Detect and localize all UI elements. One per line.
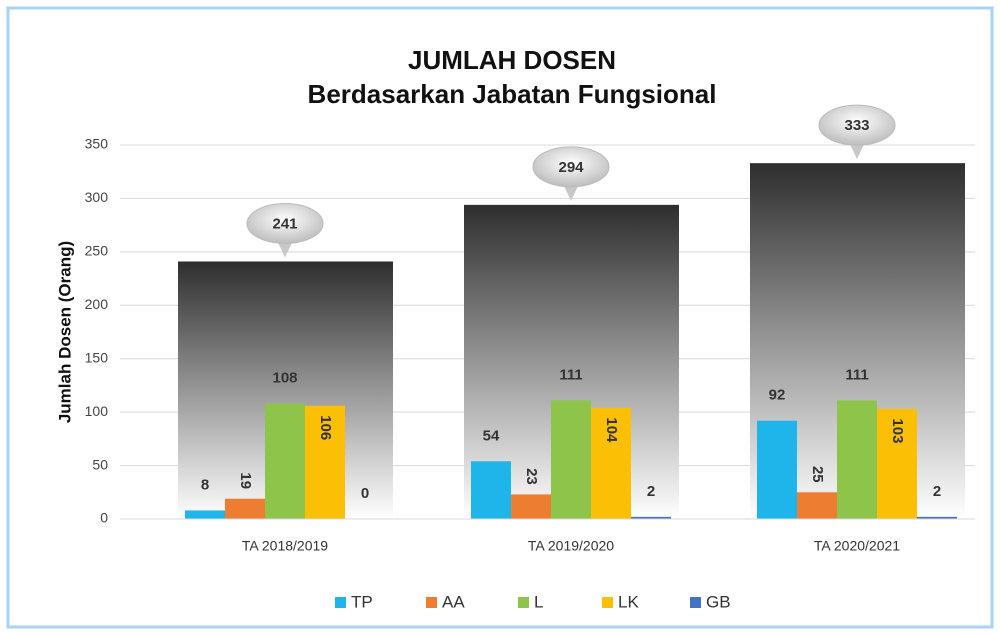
bar — [797, 492, 837, 519]
bar — [225, 498, 265, 519]
value-label: 92 — [769, 387, 786, 404]
bar — [757, 420, 797, 519]
bar — [631, 516, 671, 519]
y-tick-label: 300 — [85, 189, 109, 205]
bar — [265, 403, 305, 519]
bar — [837, 400, 877, 519]
bar — [185, 510, 225, 519]
callout — [563, 183, 579, 201]
value-label: 54 — [483, 427, 500, 444]
bar — [305, 405, 345, 519]
y-tick-label: 250 — [85, 243, 109, 259]
bar — [511, 494, 551, 519]
chart-subtitle: Berdasarkan Jabatan Fungsional — [308, 79, 717, 109]
legend-label: L — [534, 592, 543, 611]
legend-label: TP — [351, 592, 373, 611]
callout — [532, 146, 610, 188]
value-label: 104 — [603, 417, 620, 443]
value-label: 23 — [523, 468, 540, 485]
value-label: 19 — [237, 472, 254, 489]
value-label: 111 — [559, 366, 582, 383]
callout — [246, 202, 324, 244]
x-tick-label: TA 2018/2019 — [242, 538, 328, 554]
y-axis-label: Jumlah Dosen (Orang) — [55, 241, 74, 423]
value-label: 106 — [317, 415, 334, 440]
chart-title: JUMLAH DOSEN — [408, 45, 616, 75]
legend-swatch — [690, 597, 701, 608]
legend-swatch — [426, 597, 437, 608]
legend-label: GB — [706, 592, 731, 611]
callout — [818, 104, 896, 146]
legend-swatch — [335, 597, 346, 608]
total-label: 333 — [844, 117, 869, 134]
bar — [471, 461, 511, 519]
value-label: 8 — [201, 476, 209, 493]
x-tick-label: TA 2020/2021 — [814, 538, 900, 554]
legend-swatch — [602, 597, 613, 608]
value-label: 111 — [845, 366, 868, 383]
legend-swatch — [518, 597, 529, 608]
y-tick-label: 350 — [85, 136, 109, 152]
value-label: 0 — [361, 485, 369, 502]
legend-label: AA — [442, 592, 465, 611]
value-label: 103 — [889, 418, 906, 443]
bar — [877, 408, 917, 519]
y-tick-label: 50 — [92, 456, 108, 472]
bar — [917, 516, 957, 519]
value-label: 2 — [647, 483, 655, 500]
callout — [277, 240, 293, 258]
value-label: 25 — [809, 466, 826, 483]
value-label: 108 — [272, 370, 297, 387]
y-tick-label: 150 — [85, 349, 109, 365]
bar — [591, 407, 631, 519]
y-tick-label: 0 — [100, 510, 108, 526]
callout — [849, 142, 865, 160]
legend-label: LK — [618, 592, 639, 611]
y-tick-label: 200 — [85, 296, 109, 312]
total-label: 241 — [272, 215, 297, 232]
total-label: 294 — [558, 159, 584, 176]
bar — [551, 400, 591, 519]
y-tick-label: 100 — [85, 403, 109, 419]
x-tick-label: TA 2019/2020 — [528, 538, 614, 554]
value-label: 2 — [933, 483, 941, 500]
